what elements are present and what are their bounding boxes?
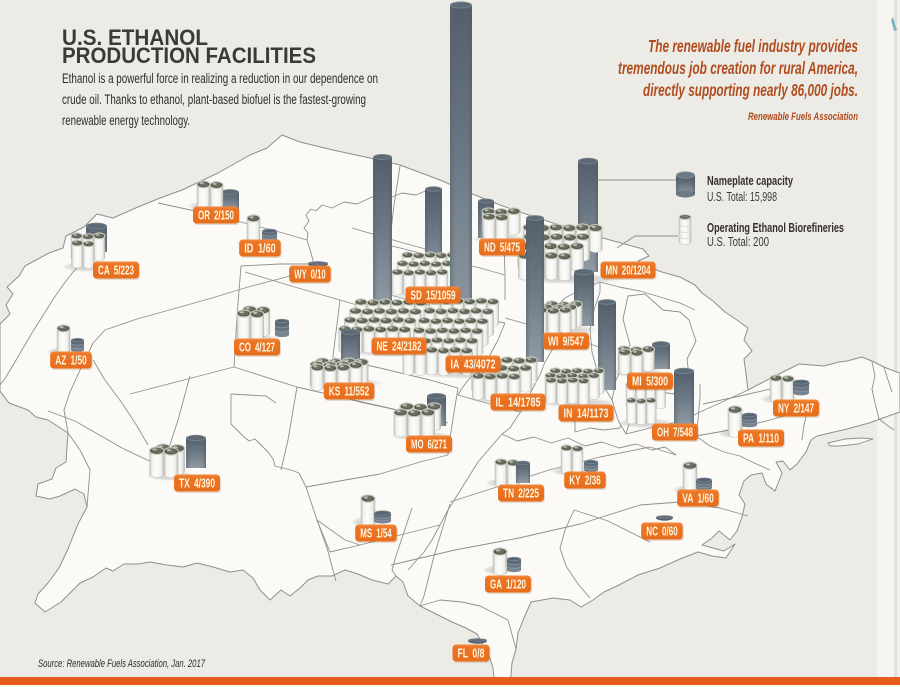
svg-text:IL 14/1785: IL 14/1785	[496, 394, 541, 409]
svg-text:Operating Ethanol Biorefinerie: Operating Ethanol Biorefineries	[707, 220, 844, 235]
svg-text:MO 6/271: MO 6/271	[411, 436, 447, 451]
svg-text:TX 4/390: TX 4/390	[179, 475, 215, 490]
svg-text:AZ 1/50: AZ 1/50	[55, 352, 87, 367]
svg-text:CA 5/223: CA 5/223	[98, 262, 134, 277]
svg-text:KS 11/552: KS 11/552	[329, 383, 370, 398]
svg-text:WI 9/547: WI 9/547	[548, 333, 584, 348]
svg-text:tremendous job creation for ru: tremendous job creation for rural Americ…	[618, 58, 858, 78]
svg-text:WY 0/10: WY 0/10	[294, 266, 326, 281]
svg-text:OH 7/548: OH 7/548	[657, 424, 693, 439]
svg-text:U.S. ETHANOL: U.S. ETHANOL	[62, 25, 208, 50]
svg-text:NY 2/147: NY 2/147	[778, 400, 814, 415]
svg-text:ID 1/60: ID 1/60	[244, 240, 276, 255]
svg-text:ND 5/475: ND 5/475	[484, 239, 520, 254]
svg-text:crude oil. Thanks to ethanol,: crude oil. Thanks to ethanol, plant-base…	[62, 92, 366, 107]
svg-text:GA 1/120: GA 1/120	[490, 576, 526, 591]
svg-text:MS 1/54: MS 1/54	[360, 525, 392, 540]
svg-text:MN 20/1204: MN 20/1204	[606, 262, 651, 277]
svg-text:TN 2/225: TN 2/225	[503, 485, 539, 500]
svg-text:The renewable fuel industry pr: The renewable fuel industry provides	[648, 36, 858, 56]
svg-text:Renewable Fuels Association: Renewable Fuels Association	[748, 111, 858, 123]
svg-text:PA 1/110: PA 1/110	[743, 430, 779, 445]
svg-text:PRODUCTION FACILITIES: PRODUCTION FACILITIES	[62, 43, 316, 68]
svg-text:Nameplate capacity: Nameplate capacity	[707, 173, 794, 188]
svg-text:FL 0/8: FL 0/8	[458, 645, 485, 660]
svg-text:CO 4/127: CO 4/127	[239, 339, 275, 354]
svg-text:MI 5/300: MI 5/300	[632, 373, 668, 388]
svg-text:Ethanol is a powerful force in: Ethanol is a powerful force in realizing…	[62, 71, 378, 86]
svg-text:Source: Renewable Fuels Associ: Source: Renewable Fuels Association, Jan…	[38, 658, 206, 670]
svg-text:U.S. Total: 200: U.S. Total: 200	[707, 235, 769, 249]
svg-text:IA 43/4072: IA 43/4072	[451, 356, 496, 371]
svg-text:directly supporting nearly 86,: directly supporting nearly 86,000 jobs.	[643, 80, 858, 100]
svg-text:SD 15/1059: SD 15/1059	[411, 287, 456, 302]
svg-text:NC 0/60: NC 0/60	[646, 523, 678, 538]
svg-text:renewable energy technology.: renewable energy technology.	[62, 113, 190, 128]
svg-text:NE 24/2182: NE 24/2182	[377, 338, 422, 353]
svg-text:U.S. Total: 15,998: U.S. Total: 15,998	[707, 190, 777, 204]
svg-text:IN 14/1173: IN 14/1173	[564, 405, 609, 420]
svg-text:OR 2/150: OR 2/150	[198, 207, 234, 222]
svg-text:VA 1/60: VA 1/60	[682, 490, 714, 505]
svg-text:KY 2/36: KY 2/36	[569, 472, 601, 487]
